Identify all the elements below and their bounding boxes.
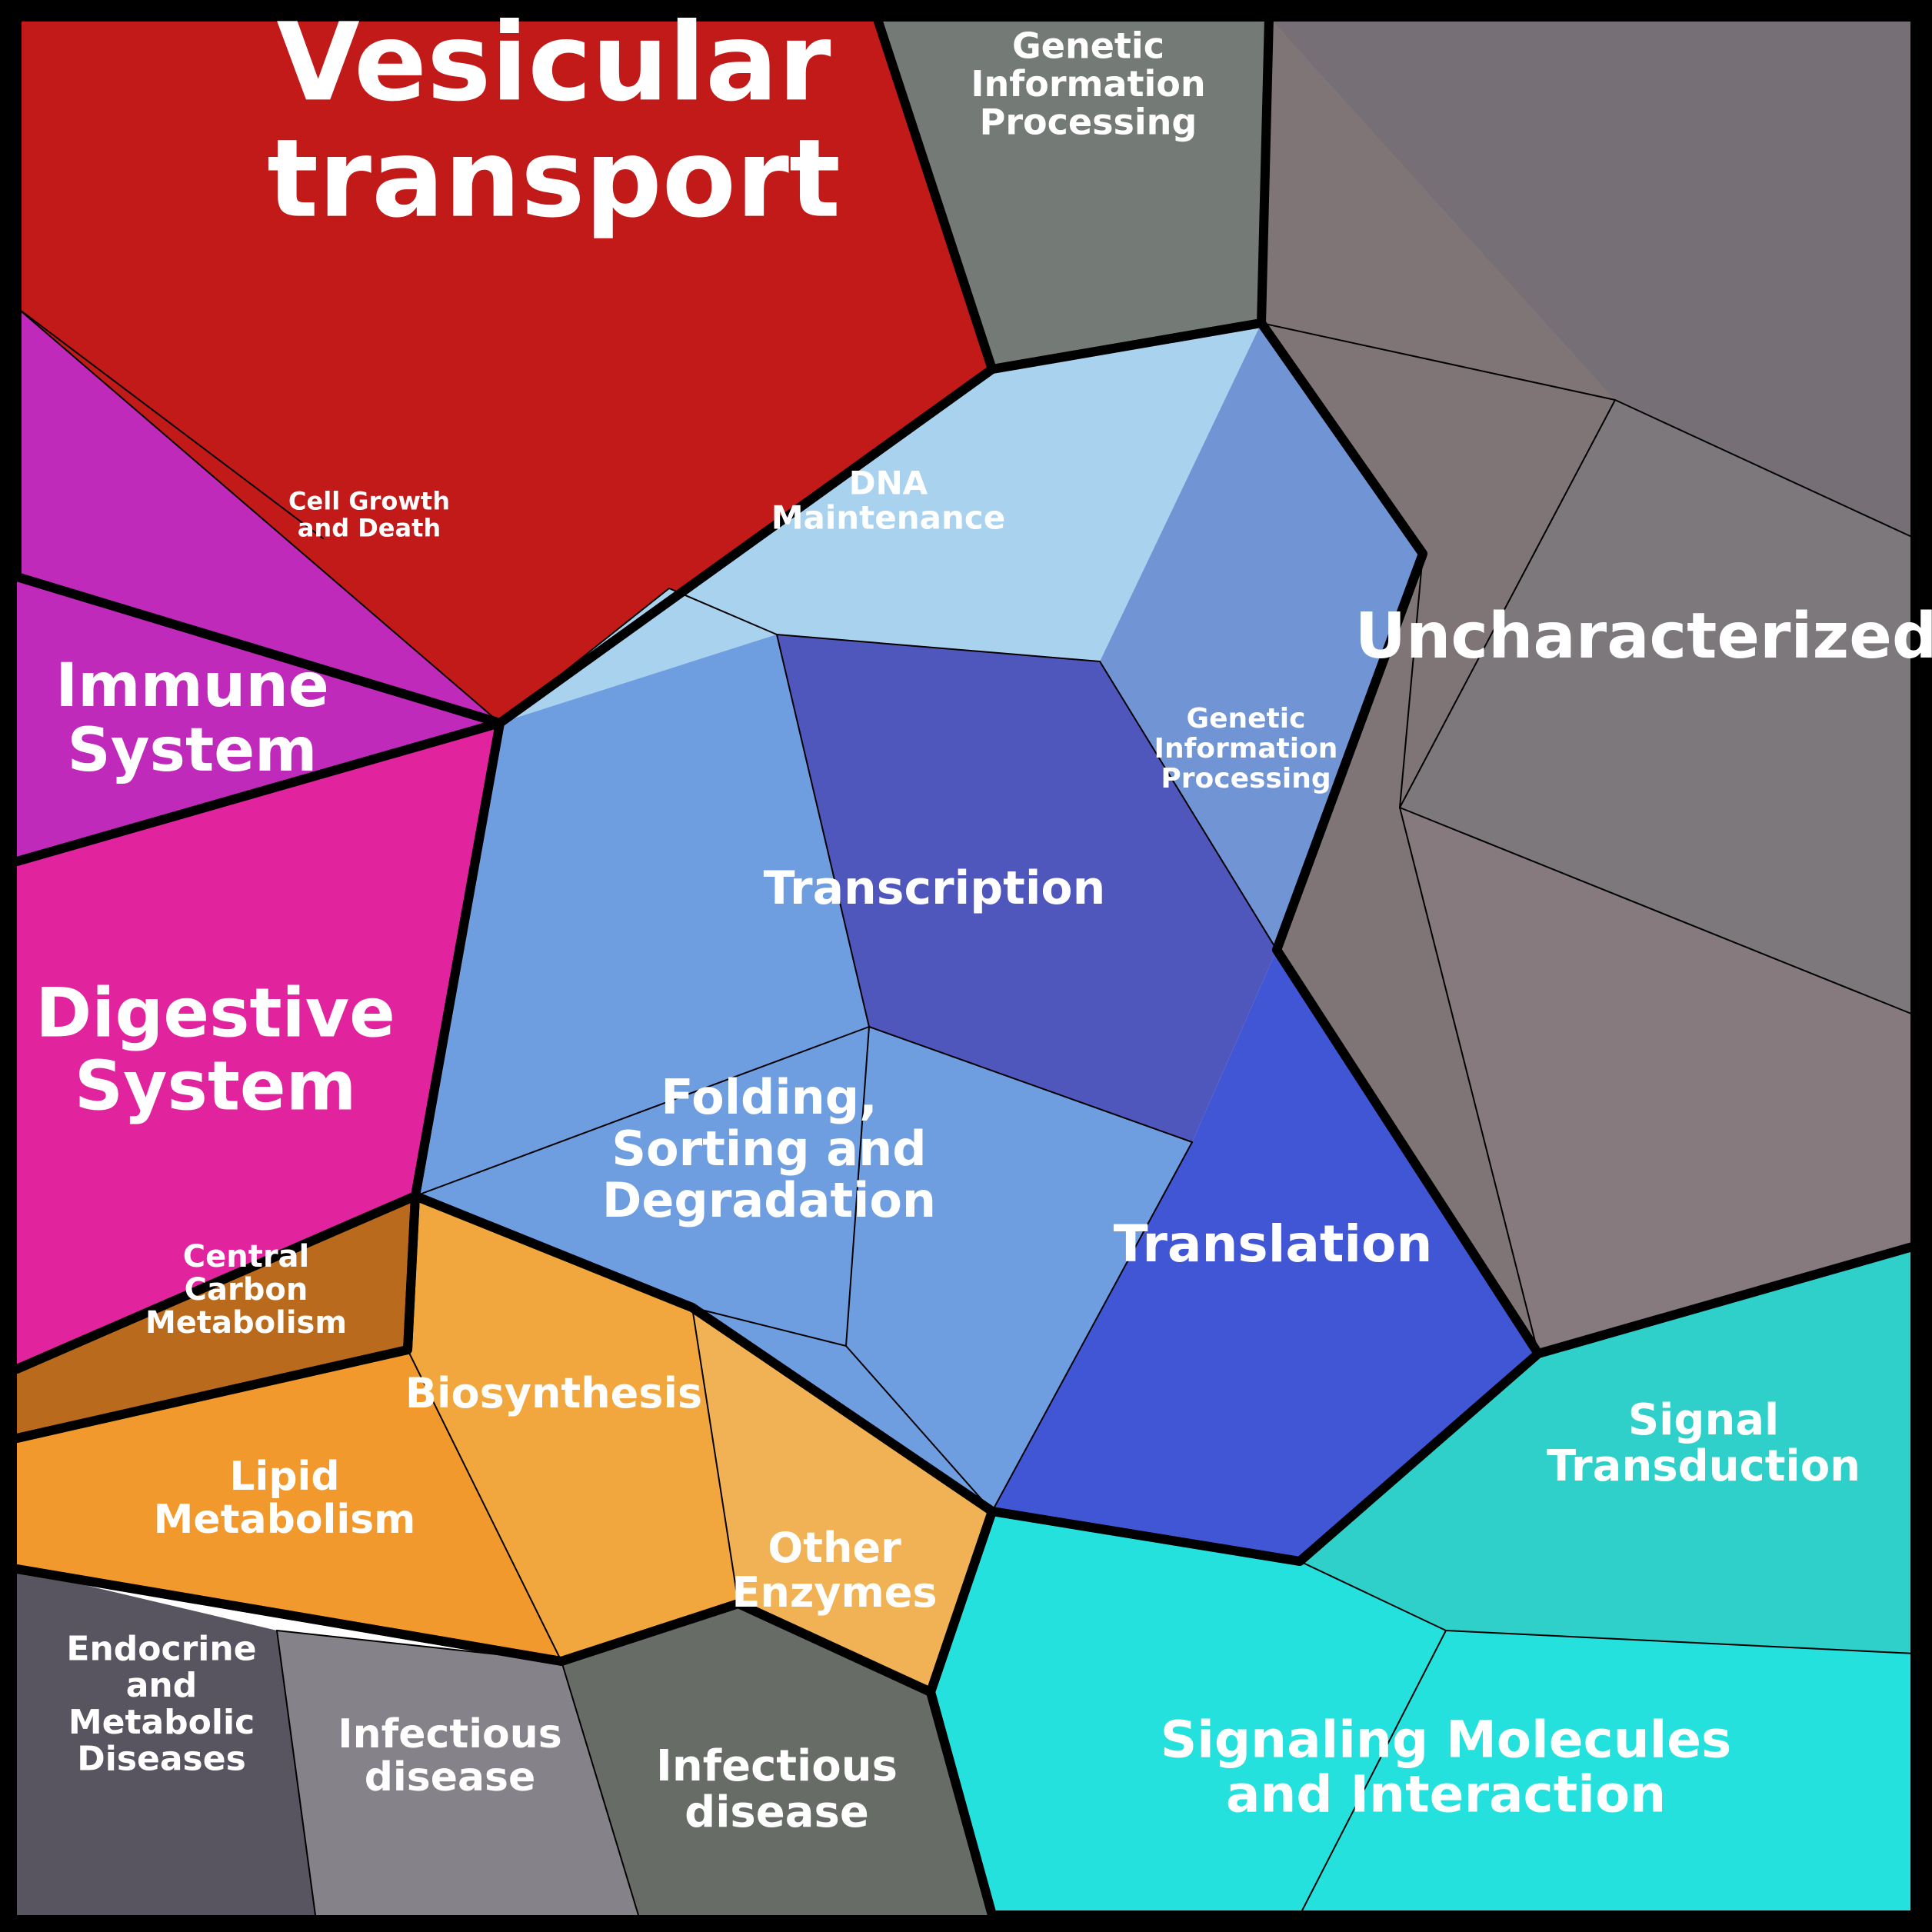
label-infect1: Infectiousdisease — [338, 1711, 561, 1800]
label-sigMol: Signaling Moleculesand Interaction — [1161, 1710, 1732, 1824]
label-vesicular: Vesiculartransport — [267, 0, 841, 242]
voronoi-treemap: Vesiculartransport Cell Growthand Death Im… — [0, 0, 1932, 1932]
label-transcript: Transcription — [764, 861, 1106, 915]
label-biosynth: Biosynthesis — [405, 1369, 702, 1417]
label-infect2: Infectiousdisease — [656, 1741, 898, 1837]
label-immune: ImmuneSystem — [55, 651, 329, 785]
label-translation: Translation — [1114, 1214, 1433, 1274]
label-digestive: DigestiveSystem — [35, 973, 395, 1125]
label-endocrine: EndocrineandMetabolicDiseases — [66, 1630, 256, 1779]
label-cellGrowth: Cell Growthand Death — [288, 487, 450, 543]
label-unchar: Uncharacterized — [1354, 600, 1932, 673]
